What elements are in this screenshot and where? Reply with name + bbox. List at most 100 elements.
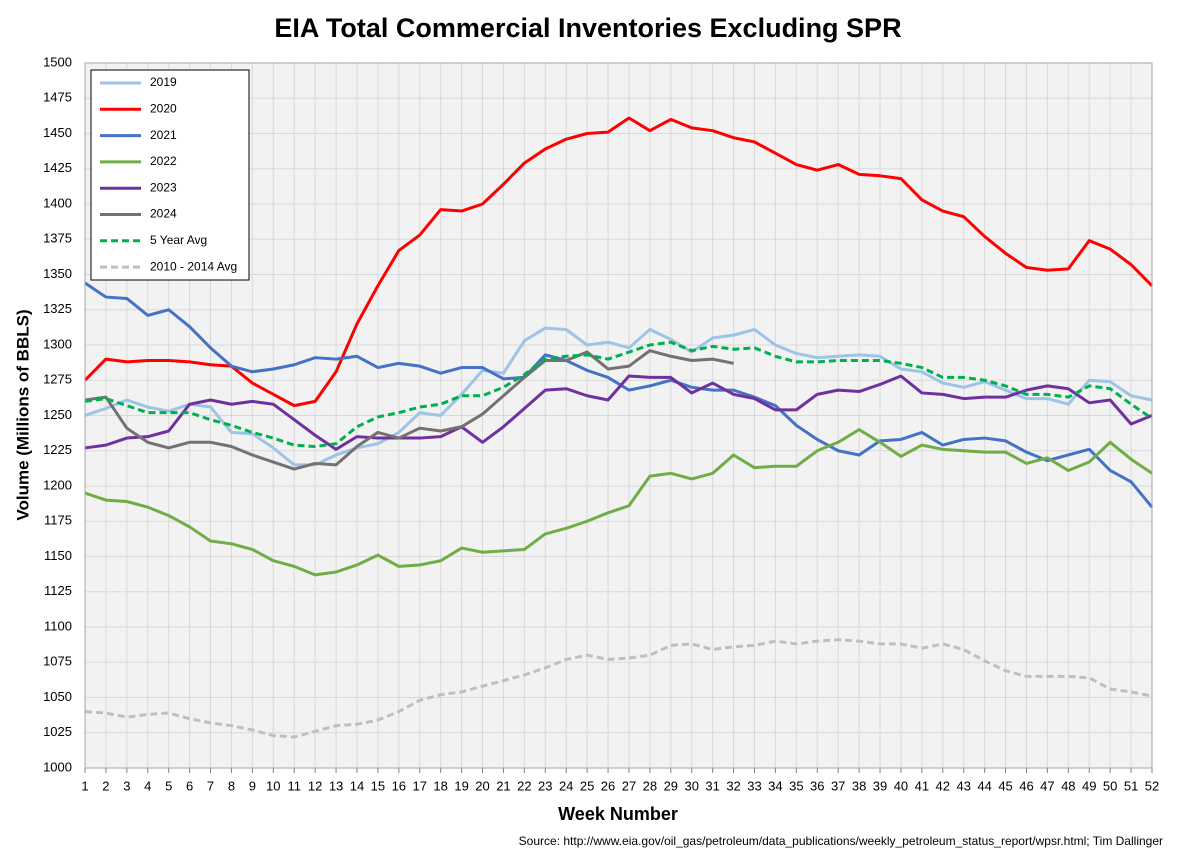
x-tick-label: 26 bbox=[601, 778, 615, 793]
x-tick-label: 51 bbox=[1124, 778, 1138, 793]
series-line bbox=[84, 428, 1153, 577]
x-tick-label: 34 bbox=[768, 778, 782, 793]
y-tick-label: 1025 bbox=[43, 724, 72, 739]
y-tick-label: 1325 bbox=[43, 301, 72, 316]
x-tick-label: 30 bbox=[684, 778, 698, 793]
x-tick-label: 37 bbox=[831, 778, 845, 793]
x-tick-label: 17 bbox=[413, 778, 427, 793]
x-tick-label: 27 bbox=[622, 778, 636, 793]
series-line bbox=[84, 638, 1153, 739]
y-tick-label: 1375 bbox=[43, 231, 72, 246]
x-tick-label: 10 bbox=[266, 778, 280, 793]
x-tick-label: 13 bbox=[329, 778, 343, 793]
y-tick-label: 1500 bbox=[43, 54, 72, 69]
x-tick-label: 6 bbox=[186, 778, 193, 793]
y-tick-label: 1350 bbox=[43, 266, 72, 281]
x-tick-label: 25 bbox=[580, 778, 594, 793]
series-line bbox=[84, 326, 1153, 467]
x-tick-label: 43 bbox=[956, 778, 970, 793]
series-line bbox=[84, 281, 1154, 509]
x-tick-label: 23 bbox=[538, 778, 552, 793]
x-tick-label: 48 bbox=[1061, 778, 1075, 793]
plot-border bbox=[84, 62, 1153, 769]
x-tick-label: 36 bbox=[810, 778, 824, 793]
y-tick-label: 1250 bbox=[43, 407, 72, 422]
series-line bbox=[84, 374, 1153, 451]
x-tick-label: 4 bbox=[144, 778, 151, 793]
y-tick-label: 1125 bbox=[44, 583, 72, 598]
x-tick-label: 22 bbox=[517, 778, 531, 793]
x-tick-label: 38 bbox=[852, 778, 866, 793]
y-tick-label: 1100 bbox=[44, 618, 72, 633]
legend-box bbox=[90, 69, 250, 281]
x-tick-label: 24 bbox=[559, 778, 573, 793]
x-tick-label: 33 bbox=[747, 778, 761, 793]
x-tick-label: 32 bbox=[726, 778, 740, 793]
grid bbox=[84, 62, 1153, 769]
x-tick-label: 44 bbox=[977, 778, 991, 793]
x-tick-label: 2 bbox=[102, 778, 109, 793]
legend: 2019 2020 2021 2022 2023 2024 5 Year Avg 2010 -… bbox=[90, 69, 250, 281]
x-tick-label: 52 bbox=[1145, 778, 1159, 793]
x-tick-label: 29 bbox=[664, 778, 678, 793]
y-tick-label: 1200 bbox=[43, 477, 72, 492]
x-tick-label: 18 bbox=[433, 778, 447, 793]
legend-label: 2020 bbox=[150, 101, 177, 115]
x-tick-label: 46 bbox=[1019, 778, 1033, 793]
x-tick-label: 41 bbox=[915, 778, 929, 793]
x-tick-label: 49 bbox=[1082, 778, 1096, 793]
source-note: Source: http://www.eia.gov/oil_gas/petro… bbox=[519, 834, 1163, 848]
x-tick-label: 12 bbox=[308, 778, 322, 793]
legend-label: 2019 bbox=[150, 75, 177, 89]
x-tick-label: 1 bbox=[81, 778, 88, 793]
legend-label: 2024 bbox=[150, 207, 177, 221]
x-axis-label: Week Number bbox=[558, 804, 678, 824]
y-tick-label: 1275 bbox=[43, 372, 72, 387]
y-tick-label: 1475 bbox=[43, 90, 72, 105]
x-tick-label: 35 bbox=[789, 778, 803, 793]
series-line bbox=[83, 116, 1154, 408]
x-tick-label: 14 bbox=[350, 778, 364, 793]
x-tick-label: 5 bbox=[165, 778, 172, 793]
x-tick-label: 7 bbox=[207, 778, 214, 793]
y-tick-label: 1050 bbox=[43, 689, 72, 704]
legend-label: 2010 - 2014 Avg bbox=[150, 259, 237, 273]
x-tick-label: 42 bbox=[936, 778, 950, 793]
x-tick-label: 8 bbox=[228, 778, 235, 793]
x-tick-label: 31 bbox=[705, 778, 719, 793]
y-tick-label: 1075 bbox=[43, 654, 72, 669]
y-tick-label: 1225 bbox=[43, 442, 72, 457]
x-tick-label: 45 bbox=[998, 778, 1012, 793]
y-tick-label: 1150 bbox=[44, 548, 72, 563]
x-tick-label: 20 bbox=[475, 778, 489, 793]
lines bbox=[83, 116, 1154, 739]
y-tick-label: 1175 bbox=[44, 513, 72, 528]
series-line bbox=[84, 349, 734, 471]
x-tick-label: 15 bbox=[371, 778, 385, 793]
x-tick-label: 39 bbox=[873, 778, 887, 793]
y-tick-label: 1000 bbox=[43, 759, 72, 774]
x-tick-label: 47 bbox=[1040, 778, 1054, 793]
legend-label: 5 Year Avg bbox=[150, 233, 207, 247]
x-tick-label: 11 bbox=[287, 778, 301, 793]
y-tick-label: 1400 bbox=[43, 195, 72, 210]
x-tick-label: 40 bbox=[894, 778, 908, 793]
y-tick-label: 1425 bbox=[43, 160, 72, 175]
series-line bbox=[84, 340, 1153, 449]
x-tick-label: 9 bbox=[249, 778, 256, 793]
x-tick-label: 28 bbox=[643, 778, 657, 793]
legend-label: 2023 bbox=[150, 180, 177, 194]
x-tick-label: 50 bbox=[1103, 778, 1117, 793]
chart-title: EIA Total Commercial Inventories Excludi… bbox=[274, 13, 901, 43]
legend-label: 2021 bbox=[150, 128, 177, 142]
legend-label: 2022 bbox=[150, 154, 177, 168]
y-tick-label: 1300 bbox=[43, 336, 72, 351]
y-tick-label: 1450 bbox=[43, 125, 72, 140]
x-tick-label: 3 bbox=[123, 778, 130, 793]
x-tick-label: 16 bbox=[392, 778, 406, 793]
x-tick-label: 21 bbox=[496, 778, 510, 793]
ticks: 1000102510501075110011251150117512001225… bbox=[43, 54, 1159, 793]
y-axis-label: Volume (Millions of BBLS) bbox=[13, 309, 32, 520]
x-tick-label: 19 bbox=[454, 778, 468, 793]
